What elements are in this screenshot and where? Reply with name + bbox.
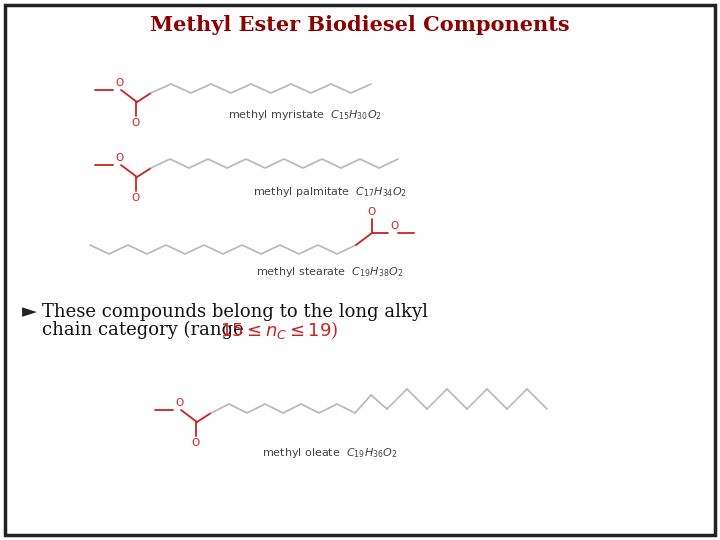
Text: Methyl Ester Biodiesel Components: Methyl Ester Biodiesel Components bbox=[150, 15, 570, 35]
Text: O: O bbox=[175, 398, 184, 408]
Text: O: O bbox=[115, 78, 123, 88]
Text: $15 \leq n_C \leq 19$): $15 \leq n_C \leq 19$) bbox=[220, 319, 338, 341]
Text: methyl stearate  $C_{19}H_{38}O_2$: methyl stearate $C_{19}H_{38}O_2$ bbox=[256, 265, 404, 279]
Text: methyl palmitate  $C_{17}H_{34}O_2$: methyl palmitate $C_{17}H_{34}O_2$ bbox=[253, 185, 407, 199]
Text: O: O bbox=[115, 153, 123, 163]
Text: O: O bbox=[132, 193, 140, 203]
Text: O: O bbox=[368, 207, 376, 217]
Text: ►: ► bbox=[22, 302, 37, 321]
Text: O: O bbox=[192, 438, 200, 448]
Text: These compounds belong to the long alkyl: These compounds belong to the long alkyl bbox=[42, 303, 428, 321]
Text: methyl oleate  $C_{19}H_{36}O_2$: methyl oleate $C_{19}H_{36}O_2$ bbox=[262, 446, 397, 460]
Text: O: O bbox=[390, 221, 398, 231]
Text: O: O bbox=[132, 118, 140, 128]
Text: chain category (range: chain category (range bbox=[42, 321, 250, 339]
Text: methyl myristate  $C_{15}H_{30}O_2$: methyl myristate $C_{15}H_{30}O_2$ bbox=[228, 108, 382, 122]
